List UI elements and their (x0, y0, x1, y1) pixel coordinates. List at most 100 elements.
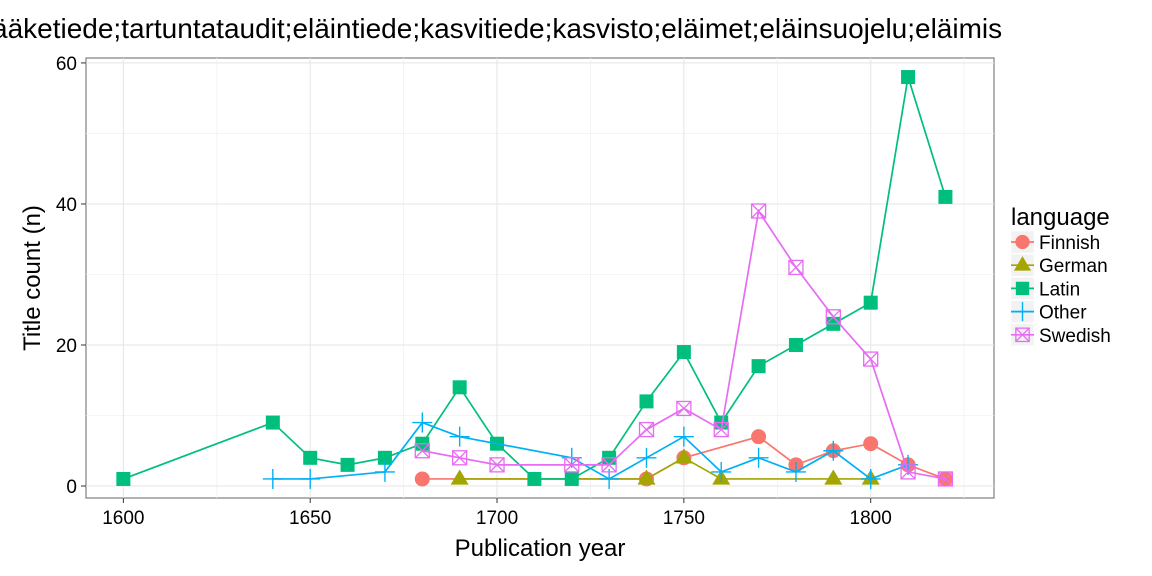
point-latin (1015, 281, 1030, 296)
point-other (823, 440, 844, 461)
point-other (748, 447, 769, 468)
chart-title: ääketiede;tartuntataudit;eläintiede;kasv… (0, 13, 1002, 44)
point-swedish (788, 259, 804, 276)
point-swedish-box (713, 421, 729, 438)
legend-title: language (1011, 204, 1110, 231)
legend-item-other: Other (1010, 300, 1087, 324)
point-latin (751, 359, 766, 374)
point-swedish (676, 400, 692, 417)
point-swedish-box (601, 457, 617, 473)
y-tick-label: 20 (56, 336, 77, 357)
legend-item-german: German (1010, 253, 1108, 277)
y-tick-label: 60 (56, 54, 77, 75)
point-latin (116, 471, 131, 486)
x-tick-label: 1750 (663, 508, 705, 529)
point-latin (527, 471, 542, 486)
point-swedish (414, 443, 430, 459)
point-swedish (863, 351, 879, 367)
point-other (673, 426, 694, 447)
point-swedish (564, 457, 580, 473)
point-latin (377, 450, 392, 465)
point-latin (639, 394, 654, 409)
point-latin (676, 345, 691, 360)
legend-label-latin: Latin (1039, 279, 1080, 300)
point-other (1013, 302, 1032, 322)
y-tick-label: 0 (66, 477, 77, 498)
legend-item-swedish: Swedish (1010, 323, 1111, 347)
point-swedish (937, 471, 954, 487)
series-layer (116, 70, 954, 489)
legend-item-finnish: Finnish (1010, 230, 1100, 254)
point-swedish-x2 (564, 457, 580, 473)
point-swedish-x2 (489, 457, 505, 473)
point-finnish (751, 429, 767, 445)
point-swedish (713, 421, 729, 438)
point-latin (303, 450, 318, 465)
series-swedish (414, 203, 954, 487)
point-swedish-box (414, 443, 430, 459)
point-german (674, 448, 693, 464)
point-swedish-box (452, 450, 468, 466)
legend-label-german: German (1039, 256, 1108, 277)
point-swedish (489, 457, 505, 473)
point-other (262, 468, 283, 489)
point-latin (564, 471, 579, 486)
legend-label-other: Other (1039, 303, 1087, 324)
point-swedish-x2 (1015, 327, 1030, 342)
point-finnish (863, 436, 879, 452)
point-swedish-box (825, 309, 841, 325)
x-tick-label: 1600 (102, 508, 144, 529)
point-swedish-x2 (414, 443, 430, 459)
y-axis-ticks: 0 20 40 60 (56, 54, 86, 498)
point-swedish-box (788, 259, 804, 276)
point-swedish-box (564, 457, 580, 473)
point-swedish-x2 (751, 203, 767, 219)
point-latin (863, 295, 878, 310)
point-latin (265, 415, 280, 430)
y-axis-title: Title count (n) (19, 205, 46, 351)
grid-major (86, 58, 994, 498)
point-swedish-x2 (863, 351, 879, 367)
point-swedish (825, 309, 841, 325)
point-swedish-x2 (937, 471, 953, 487)
plot-panel (85, 57, 995, 499)
point-swedish-x2 (713, 422, 729, 438)
point-latin (452, 380, 467, 395)
point-swedish-box (900, 464, 916, 480)
point-swedish (452, 450, 468, 466)
point-swedish-x2 (676, 400, 692, 416)
point-swedish-box (638, 421, 655, 438)
point-german (1013, 256, 1032, 271)
point-swedish (638, 421, 655, 438)
point-swedish-x2 (788, 259, 804, 275)
legend-label-swedish: Swedish (1039, 326, 1111, 347)
point-latin (340, 457, 355, 472)
point-swedish-box (489, 457, 505, 473)
point-swedish-x2 (639, 422, 654, 438)
point-swedish-box (1015, 327, 1030, 343)
point-swedish-box (937, 471, 954, 487)
x-axis-title: Publication year (455, 535, 626, 562)
point-latin (901, 70, 916, 85)
x-tick-label: 1650 (289, 508, 331, 529)
point-swedish (900, 464, 916, 480)
point-swedish-box (863, 351, 879, 367)
point-other (412, 412, 433, 433)
point-latin (938, 189, 953, 204)
point-other (711, 461, 732, 482)
point-swedish-x2 (900, 464, 916, 480)
grid-minor (86, 58, 994, 498)
point-swedish (601, 457, 617, 473)
point-swedish-box (676, 400, 692, 417)
point-swedish-box (750, 203, 767, 219)
legend-item-latin: Latin (1010, 277, 1080, 300)
legend-label-finnish: Finnish (1039, 233, 1100, 254)
point-other (449, 426, 470, 447)
point-german (450, 469, 469, 485)
point-other (374, 461, 395, 482)
point-other (785, 461, 806, 482)
x-tick-label: 1700 (476, 508, 518, 529)
y-tick-label: 40 (56, 195, 77, 216)
